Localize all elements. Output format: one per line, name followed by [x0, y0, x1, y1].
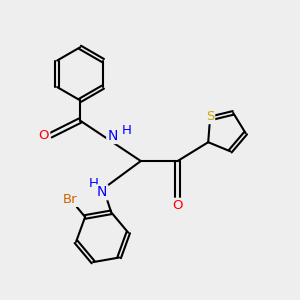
- Text: N: N: [107, 129, 118, 143]
- Text: O: O: [172, 199, 183, 212]
- Text: Br: Br: [63, 193, 78, 206]
- Text: H: H: [122, 124, 132, 137]
- Text: N: N: [97, 185, 107, 199]
- Text: H: H: [89, 177, 99, 190]
- Text: S: S: [206, 110, 214, 123]
- Text: O: O: [39, 129, 49, 142]
